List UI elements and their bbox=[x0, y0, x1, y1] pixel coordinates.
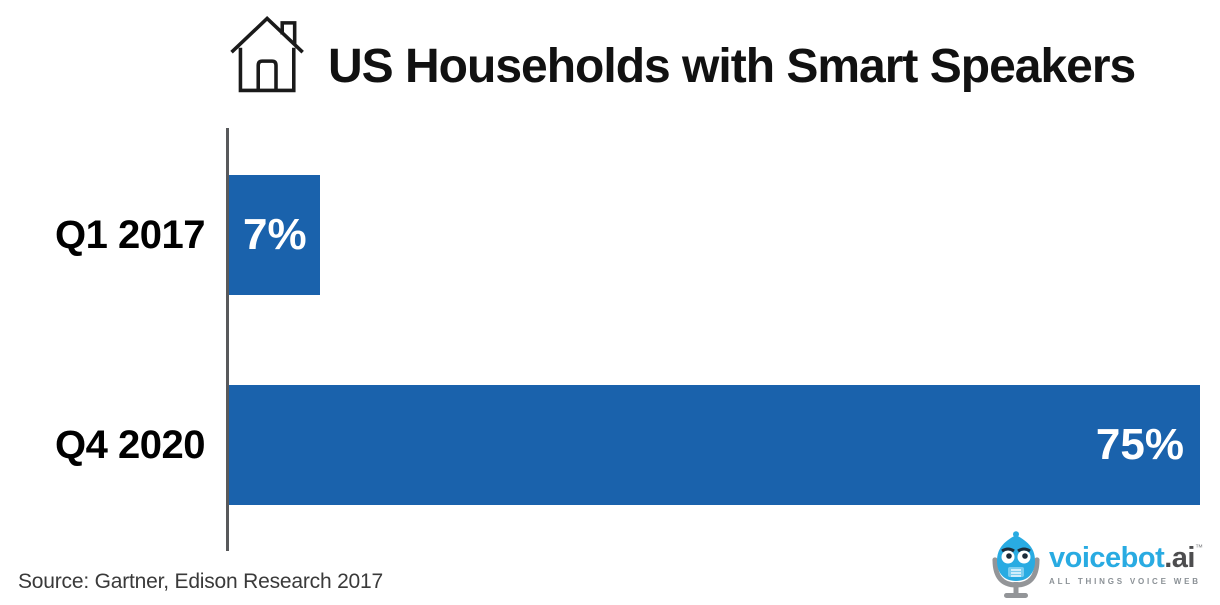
voicebot-logo-text: voicebot.ai™ ALL THINGS VOICE WEB bbox=[1049, 531, 1203, 587]
bar-row-q4-2020: Q4 2020 75% bbox=[0, 385, 1220, 505]
source-note: Source: Gartner, Edison Research 2017 bbox=[18, 570, 383, 593]
category-label-q1-2017: Q1 2017 bbox=[55, 212, 205, 257]
logo-tagline: ALL THINGS VOICE WEB bbox=[1049, 577, 1201, 586]
chart-title: US Households with Smart Speakers bbox=[328, 39, 1136, 93]
bar-q1-2017: 7% bbox=[229, 175, 320, 295]
category-label-q4-2020: Q4 2020 bbox=[55, 422, 205, 467]
house-icon bbox=[228, 10, 308, 98]
bar-q4-2020: 75% bbox=[229, 385, 1200, 505]
voicebot-wordmark: voicebot.ai™ bbox=[1049, 544, 1203, 573]
logo-suffix: .ai bbox=[1164, 542, 1195, 574]
y-axis-line bbox=[226, 128, 229, 551]
voicebot-logo: voicebot.ai™ ALL THINGS VOICE WEB bbox=[988, 531, 1203, 599]
value-label-q1-2017: 7% bbox=[243, 210, 307, 259]
bar-row-q1-2017: Q1 2017 7% bbox=[0, 175, 1220, 295]
trademark-symbol: ™ bbox=[1195, 543, 1203, 552]
voicebot-robot-mascot-icon bbox=[992, 531, 1040, 598]
logo-brand: voicebot bbox=[1049, 542, 1165, 574]
value-label-q4-2020: 75% bbox=[1095, 420, 1184, 469]
